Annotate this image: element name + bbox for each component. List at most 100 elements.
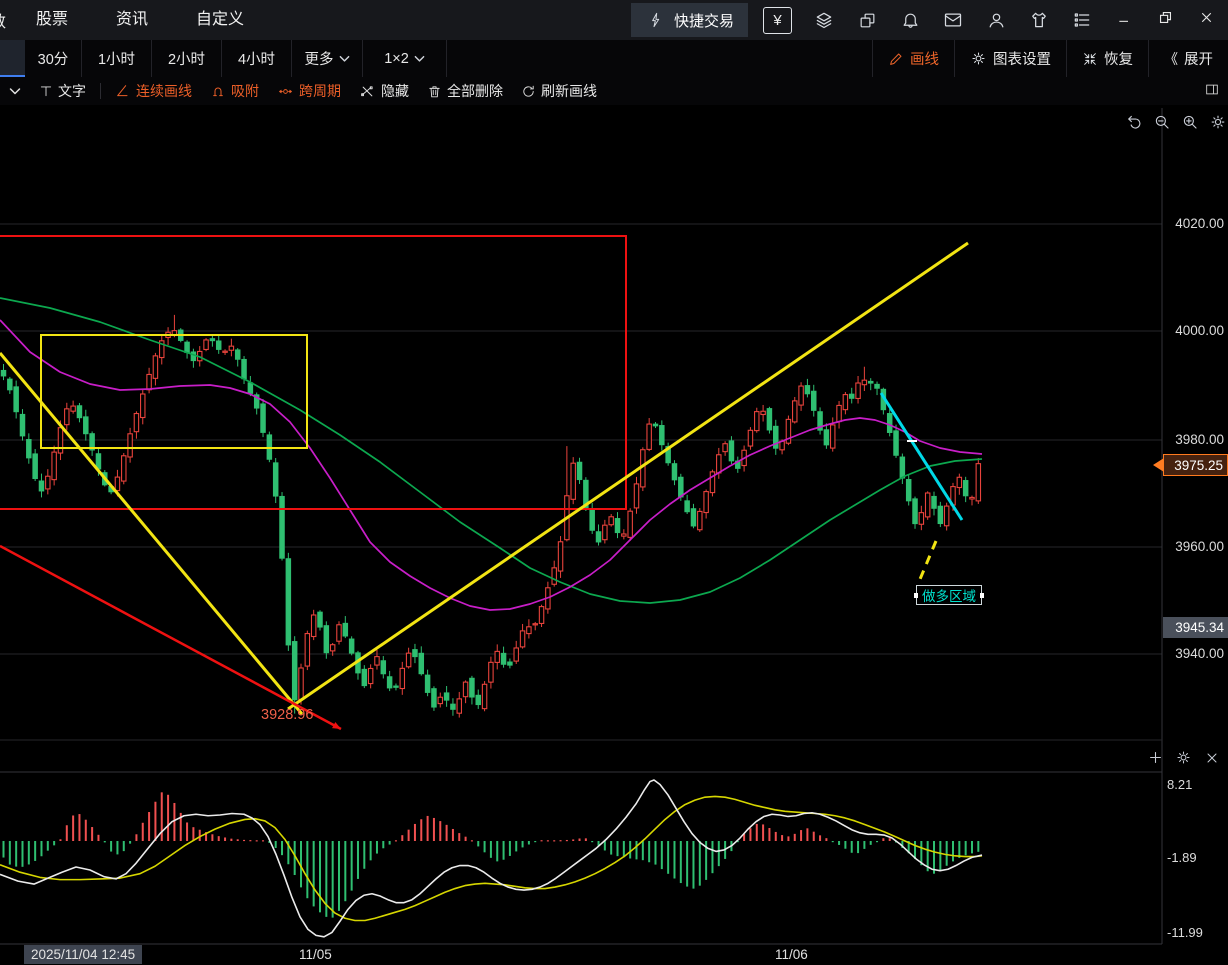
tab-4hour[interactable]: 4小时 [222,40,292,77]
tab-1hour-label: 1小时 [97,52,136,68]
time-axis-label: 11/05 [299,947,332,962]
restore-layout-button[interactable]: 恢复 [1066,40,1148,77]
more-label: 更多 [304,52,334,68]
chart-settings-label: 图表设置 [993,52,1051,68]
zoom-in-icon[interactable] [1180,112,1199,131]
tab-1hour[interactable]: 1小时 [82,40,152,77]
lightning-icon [645,9,667,31]
gear-icon[interactable] [1208,112,1227,131]
chart-zoom-tools [1124,112,1227,131]
delete-all-label: 全部删除 [447,83,503,99]
undo-icon[interactable] [1124,112,1143,131]
text-tool-icon [40,86,52,97]
cross-period-label: 跨周期 [299,83,341,99]
candles-layer [0,314,982,718]
current-price-arrow-icon [1146,458,1164,472]
tshirt-icon[interactable] [1028,9,1050,31]
chevron-down-icon [414,51,425,67]
macd-panel-tools [1146,748,1221,767]
drawings-layer [0,235,969,731]
quick-trade-button[interactable]: 快捷交易 [630,3,748,37]
refresh-drawings-button[interactable]: 刷新画线 [512,77,606,105]
current-price-tag: 3975.25 [1163,454,1228,476]
chevron-down-icon [339,51,350,67]
menu-item-stocks[interactable]: 股票 [36,11,69,28]
list-icon[interactable] [1071,9,1093,31]
bell-icon[interactable] [899,9,921,31]
macd-axis-label: -1.89 [1167,850,1197,865]
cross-period-icon [279,88,292,94]
drawing-toolbar: 文字 连续画线 吸附 跨周期 隐藏 全部删除 刷新画线 [0,77,1228,105]
titlebar-actions: 快捷交易 ¥ [630,3,1228,37]
macd-dif-line [0,779,983,938]
macd-dea-line [0,795,983,922]
double-chevron-left-icon: 《 [1164,50,1178,67]
mail-icon[interactable] [942,9,964,31]
menu-item-news[interactable]: 资讯 [116,11,149,28]
panel-window-icon[interactable] [1204,82,1220,100]
tab-30min-label: 30分 [37,52,69,68]
zoom-out-icon[interactable] [1152,112,1171,131]
draw-tools-dropdown[interactable] [0,77,30,105]
layers-icon[interactable] [813,9,835,31]
text-tool-button[interactable]: 文字 [30,77,95,105]
interval-tabbar: 30分 1小时 2小时 4小时 更多 1×2 画线 图表设置 恢复 《 展开 [0,40,1228,77]
macd-axis-label: -11.99 [1167,925,1203,940]
close-panel-icon[interactable] [1202,748,1221,767]
tabbar-right-tools: 画线 图表设置 恢复 《 展开 [872,40,1228,77]
magnet-icon [213,87,223,97]
y-axis-label: 4020.00 [1175,216,1224,231]
expand-panel-button[interactable]: 《 展开 [1148,40,1228,77]
popup-window-icon[interactable] [856,9,878,31]
minimize-button[interactable] [1114,10,1134,31]
hide-drawings-label: 隐藏 [381,83,409,99]
cross-period-toggle[interactable]: 跨周期 [268,77,350,105]
macd-axis-label: 8.21 [1167,777,1193,792]
delete-all-button[interactable]: 全部删除 [418,77,512,105]
angle-line-icon [117,85,128,97]
expand-panel-label: 展开 [1184,52,1213,68]
user-icon[interactable] [985,9,1007,31]
tab-4hour-label: 4小时 [237,52,276,68]
layout-dropdown[interactable]: 1×2 [363,40,447,77]
macd-layer [2,792,980,918]
tab-active-partial[interactable] [0,40,25,77]
refresh-icon [523,85,534,97]
time-axis-label: 11/06 [775,947,808,962]
gear-icon[interactable] [1174,748,1193,767]
drawing-low-price-label: 3928.96 [261,707,314,723]
secondary-price-tag: 3945.34 [1163,617,1228,638]
titlebar: 数 股票 资讯 自定义 快捷交易 ¥ [0,0,1228,40]
close-button[interactable] [1196,9,1216,31]
tab-2hour[interactable]: 2小时 [152,40,222,77]
tab-30min[interactable]: 30分 [25,40,82,77]
yen-trade-icon[interactable]: ¥ [763,6,792,34]
main-menu: 数 股票 资讯 自定义 [0,0,268,40]
draw-line-button[interactable]: 画线 [872,40,954,77]
menu-item-custom[interactable]: 自定义 [196,11,245,28]
restore-button[interactable] [1155,9,1175,31]
collapse-arrows-icon [1084,52,1096,65]
layout-label: 1×2 [384,50,409,67]
time-axis-label: 2025/11/04 12:45 [24,945,143,964]
chevron-down-icon [9,87,21,94]
ma-line-green [0,297,983,604]
trash-icon [429,85,440,97]
restore-layout-label: 恢复 [1104,52,1133,68]
more-intervals-dropdown[interactable]: 更多 [292,40,363,77]
menu-item-partial[interactable]: 数 [0,8,12,32]
long-zone-annotation[interactable]: 做多区域 [914,585,984,605]
chart-settings-button[interactable]: 图表设置 [954,40,1066,77]
y-axis-label: 3940.00 [1175,646,1224,661]
gear-icon [972,52,985,65]
tab-2hour-label: 2小时 [167,52,206,68]
continuous-draw-toggle[interactable]: 连续画线 [106,77,201,105]
snap-label: 吸附 [231,83,259,99]
draw-line-label: 画线 [910,52,939,68]
toolbar-divider [100,83,101,99]
add-indicator-icon[interactable] [1146,748,1165,767]
snap-toggle[interactable]: 吸附 [201,77,268,105]
hide-drawings-button[interactable]: 隐藏 [350,77,418,105]
